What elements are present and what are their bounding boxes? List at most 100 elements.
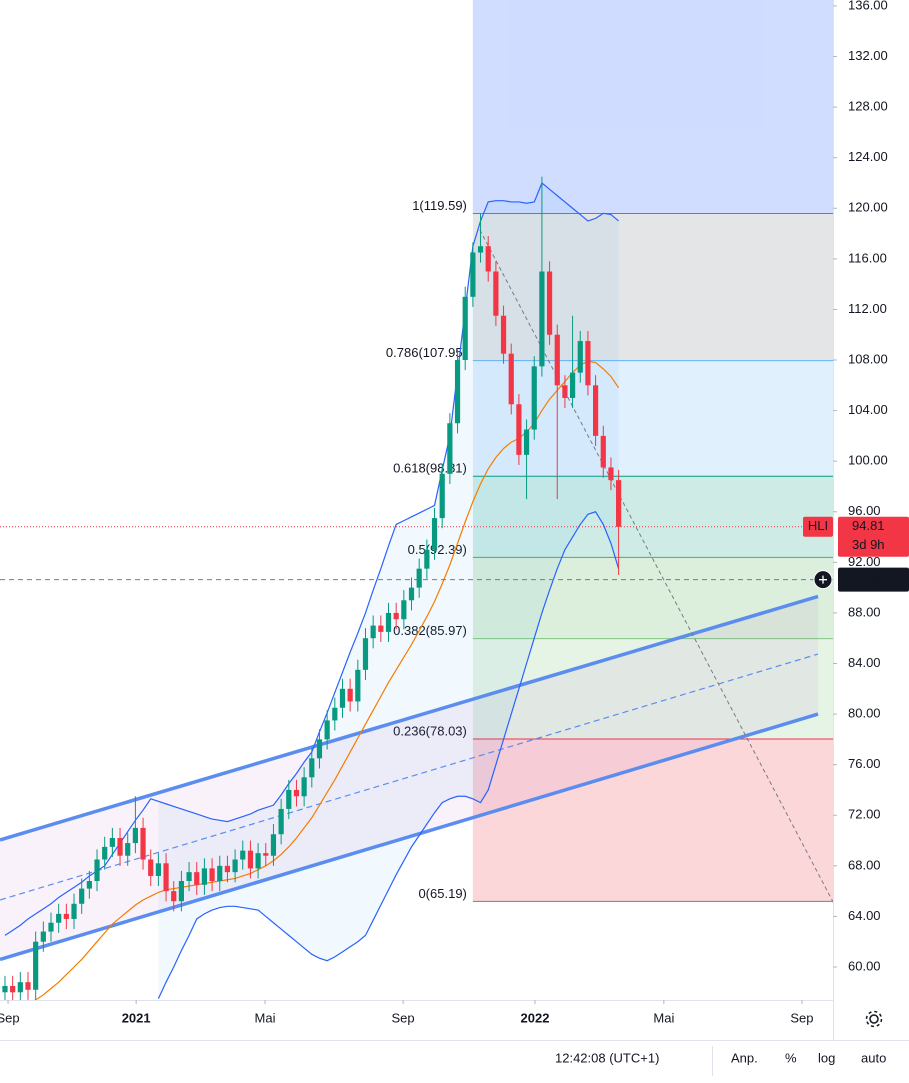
fib-zone: [472, 638, 833, 739]
candle-body: [523, 429, 530, 455]
candle-body: [209, 868, 215, 882]
candle-body: [102, 846, 108, 860]
y-tick-label: 136.00: [848, 0, 888, 12]
ticker-tag: [803, 516, 833, 537]
candle-body: [148, 859, 154, 876]
candle-body: [393, 612, 399, 620]
candle-body: [109, 838, 115, 847]
indicator-line: [157, 511, 620, 999]
channel-line: [0, 594, 819, 842]
candle-body: [539, 271, 545, 367]
fib-label: 0.236(78.03): [393, 723, 467, 738]
trend-line: [479, 229, 833, 903]
y-tick-label: 76.00: [848, 756, 881, 771]
candle-body: [240, 850, 246, 860]
x-tick-label: Sep: [790, 1010, 813, 1025]
y-tick-label: 104.00: [848, 402, 888, 417]
candle-body: [71, 903, 77, 919]
candle-body: [86, 881, 92, 889]
candle-body: [232, 859, 238, 873]
toolbar-button[interactable]: %: [785, 1050, 797, 1065]
candle-body: [554, 334, 560, 386]
candle-body: [79, 888, 85, 904]
candle-body: [401, 600, 407, 620]
candle-body: [355, 669, 361, 702]
candle-body: [569, 372, 576, 398]
candle-body: [485, 246, 491, 272]
candle-body: [531, 366, 537, 430]
candle-body: [286, 789, 292, 809]
toolbar-button[interactable]: log: [818, 1050, 835, 1065]
candle-body: [332, 707, 338, 721]
y-tick-label: 96.00: [848, 503, 881, 518]
fib-zone: [472, 0, 833, 214]
fib-label: 0.5(92.39): [408, 542, 467, 557]
candle-body: [255, 853, 261, 869]
candle-body: [477, 246, 484, 253]
toolbar-button[interactable]: auto: [861, 1050, 886, 1065]
y-tick-label: 88.00: [848, 604, 881, 619]
x-tick-label: Mai: [653, 1010, 674, 1025]
candle-body: [17, 982, 23, 993]
gear-center: [869, 1014, 879, 1024]
candle-body: [25, 982, 31, 990]
y-tick-label: 60.00: [848, 958, 881, 973]
countdown-label: 3d 9h: [852, 537, 885, 552]
ticker-label: HLI: [808, 518, 828, 533]
candle-body: [439, 473, 445, 519]
fib-label: 1(119.59): [412, 198, 467, 213]
candle-body: [309, 758, 315, 778]
candle-body: [416, 568, 422, 588]
fib-label: 0(65.19): [418, 886, 466, 901]
price-label: 94.81: [852, 518, 885, 533]
y-tick-label: 128.00: [848, 99, 888, 114]
candle-body: [217, 865, 223, 882]
candle-body: [224, 865, 231, 873]
candle-body: [324, 720, 330, 740]
candle-body: [362, 638, 369, 670]
candle-body: [48, 922, 54, 932]
x-tick-label: Sep: [392, 1010, 415, 1025]
toolbar-button[interactable]: Anp.: [731, 1050, 758, 1065]
candle-body: [378, 625, 384, 632]
candle-body: [2, 985, 8, 993]
y-tick-label: 132.00: [848, 48, 888, 63]
y-tick-label: 92.00: [848, 554, 881, 569]
candle-body: [278, 808, 284, 835]
candle-body: [546, 271, 553, 335]
fib-zone: [472, 557, 833, 639]
y-tick-label: 120.00: [848, 200, 888, 215]
candle-body: [608, 467, 614, 481]
candle-body: [339, 688, 346, 708]
y-tick-label: 116.00: [848, 250, 887, 265]
x-tick-label: 2022: [521, 1010, 550, 1025]
candle-body: [616, 480, 622, 527]
y-tick-label: 124.00: [848, 149, 888, 164]
candle-body: [155, 863, 161, 876]
clock: 12:42:08 (UTC+1): [555, 1050, 659, 1065]
y-tick-label: 84.00: [848, 655, 881, 670]
candle-body: [347, 688, 353, 702]
channel-line: [0, 712, 819, 962]
candle-body: [600, 435, 606, 468]
candle-body: [508, 353, 514, 405]
candle-body: [132, 827, 138, 844]
y-tick-label: 64.00: [848, 908, 881, 923]
candle-body: [431, 518, 438, 550]
x-tick-label: Mai: [255, 1010, 276, 1025]
candle-body: [516, 404, 522, 455]
candle-body: [454, 360, 461, 424]
x-tick-label: Sep: [0, 1010, 20, 1025]
settings-icon[interactable]: [865, 1010, 883, 1028]
candle-body: [125, 843, 131, 856]
fib-zone: [472, 476, 833, 558]
crosshair-label: 90.63: [852, 571, 885, 586]
y-tick-label: 68.00: [848, 857, 881, 872]
gear-teeth: [865, 1010, 883, 1028]
crosshair-tag: [838, 567, 909, 592]
candle-body: [201, 868, 208, 885]
candle-body: [10, 985, 16, 993]
candle-body: [94, 859, 100, 882]
y-tick-label: 108.00: [848, 351, 888, 366]
